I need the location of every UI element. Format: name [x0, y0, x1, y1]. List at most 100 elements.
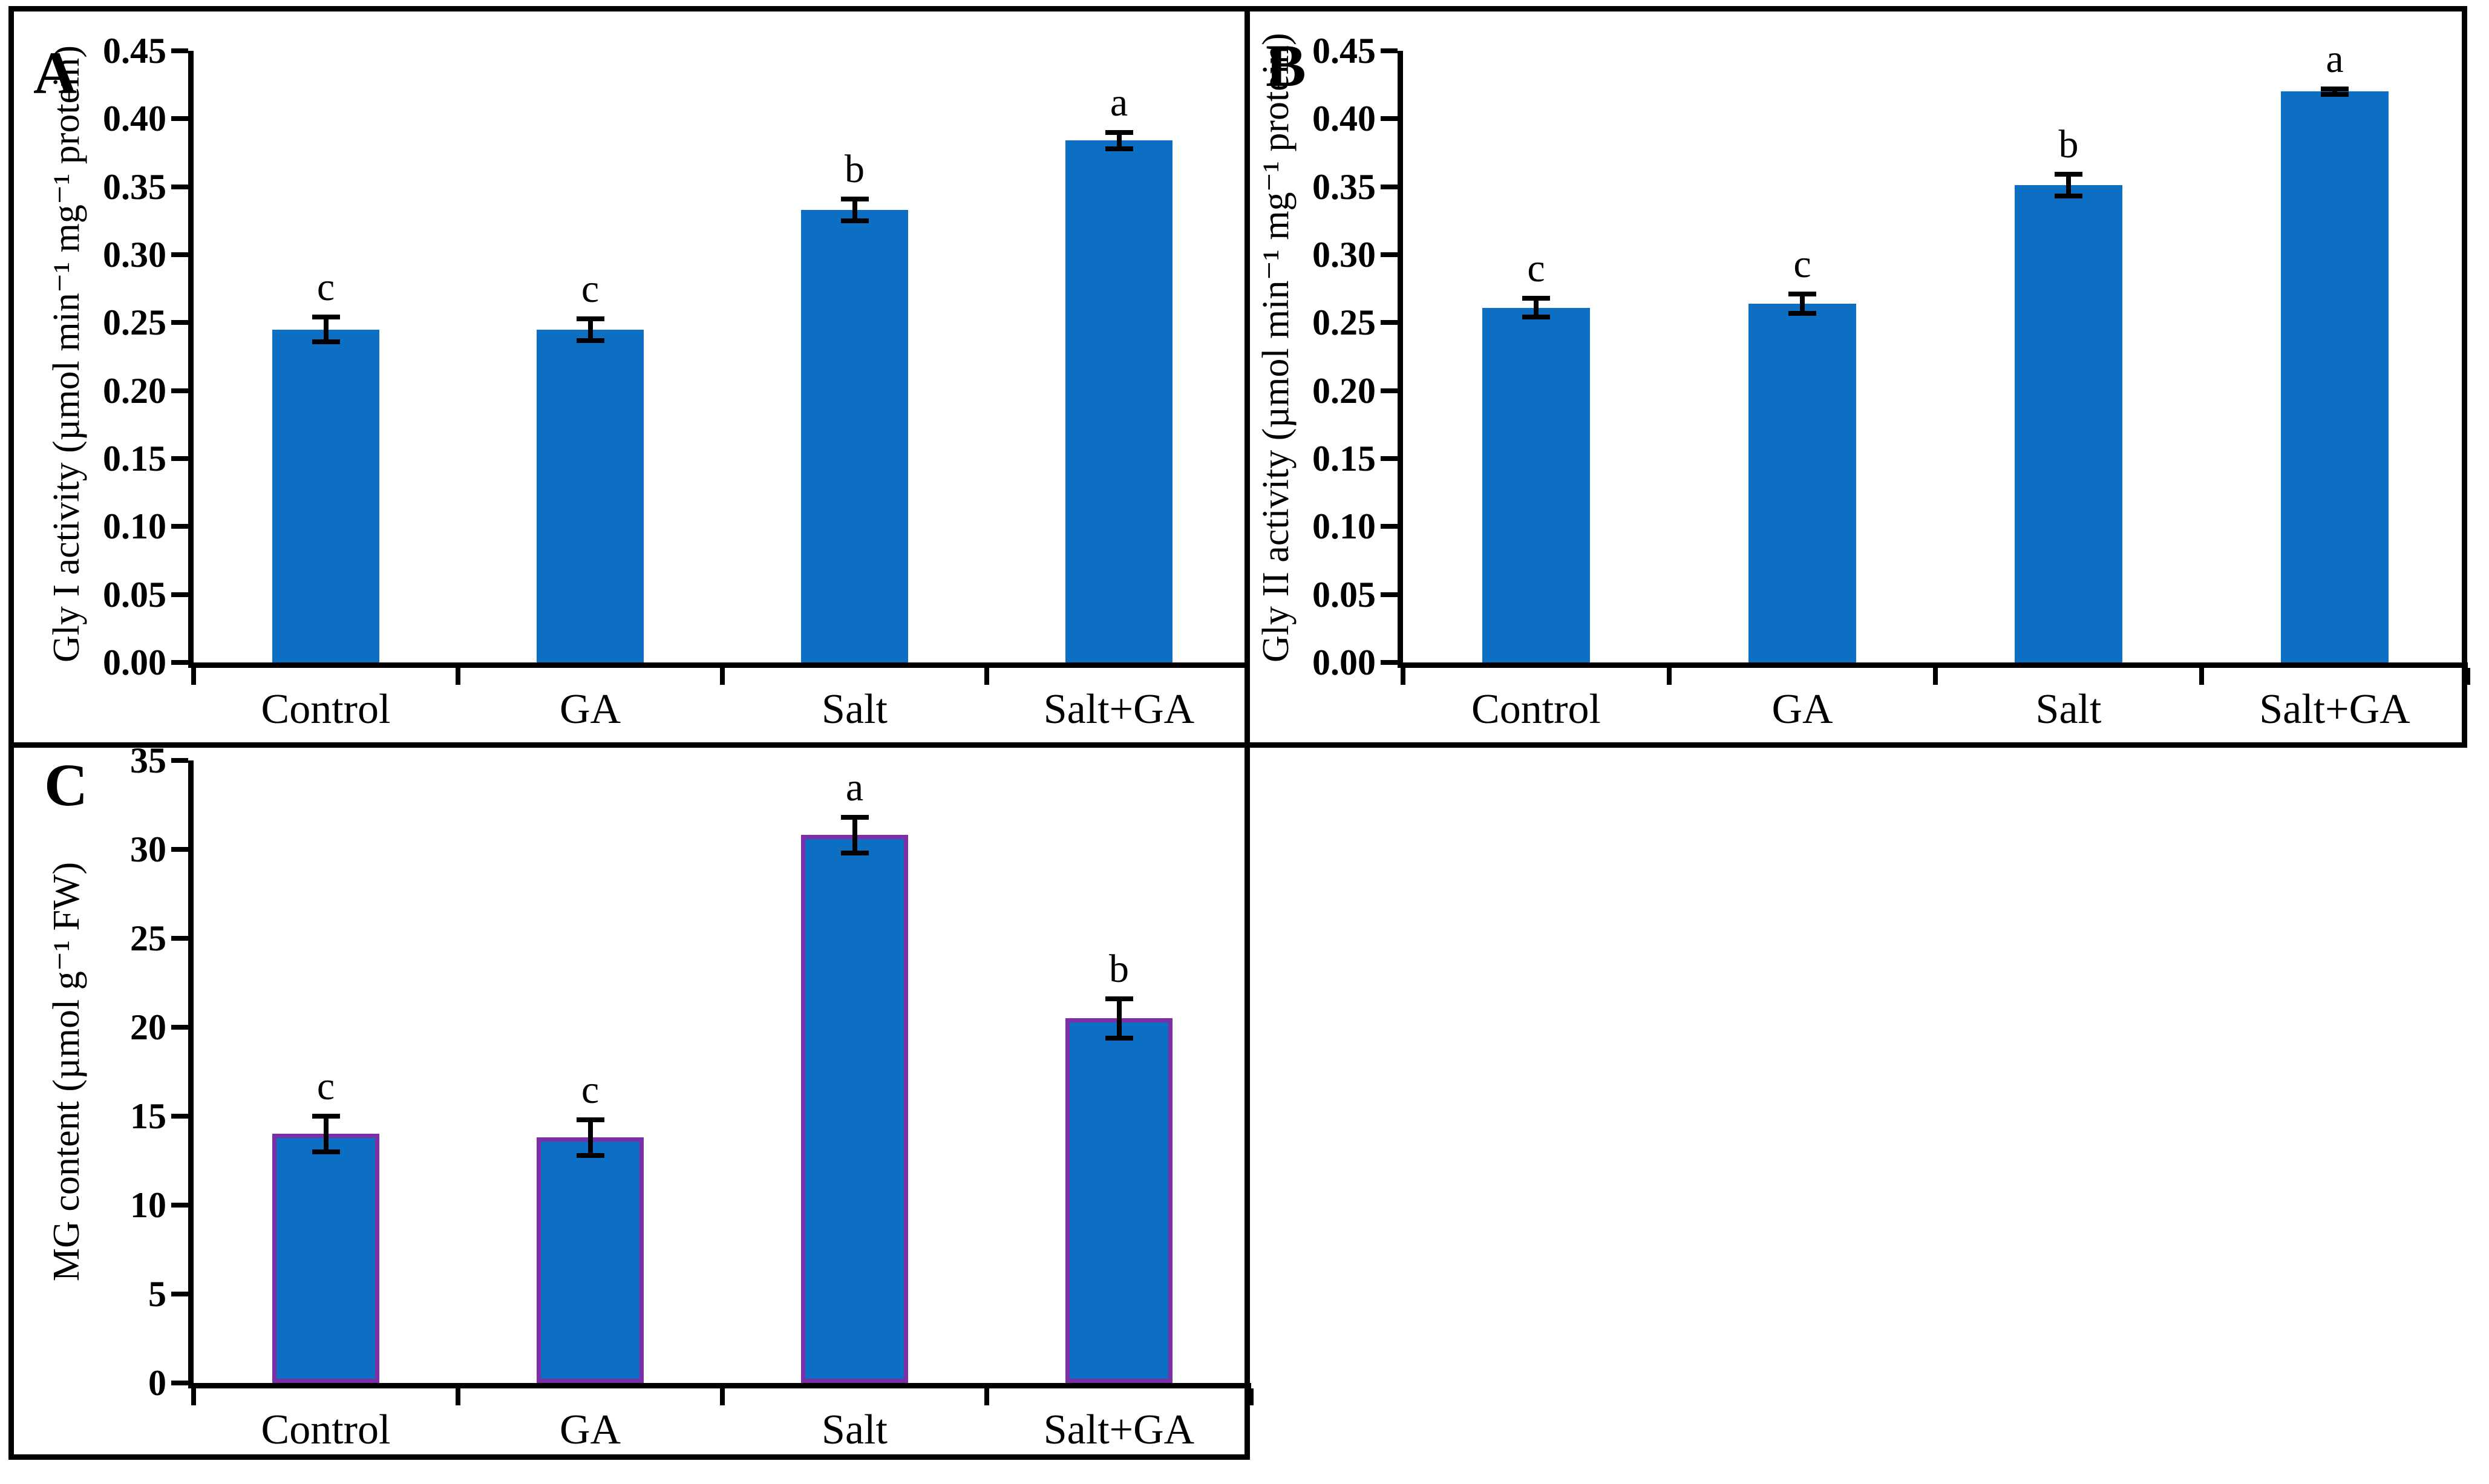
significance-letter: b: [845, 146, 865, 191]
y-axis-tick: [171, 456, 188, 461]
y-axis-tick: [1381, 388, 1398, 393]
x-axis-tick: [456, 1388, 460, 1405]
error-bar-cap-top: [1105, 129, 1133, 135]
y-axis-tick: [1381, 592, 1398, 597]
y-axis-tick: [171, 1292, 188, 1296]
significance-letter: c: [581, 266, 600, 311]
panel-B-letter: B: [1266, 32, 1306, 99]
y-tick-label: 0: [148, 1363, 166, 1403]
y-axis-tick: [171, 1203, 188, 1208]
y-axis-tick: [171, 758, 188, 763]
significance-letter: b: [1109, 946, 1129, 991]
x-axis-tick: [1401, 668, 1405, 685]
x-axis-tick: [456, 668, 460, 685]
y-axis-tick: [1381, 456, 1398, 461]
y-tick-label: 0.15: [103, 439, 166, 479]
significance-letter: c: [316, 1064, 335, 1108]
x-axis-tick: [191, 1388, 196, 1405]
error-bar: [1116, 132, 1122, 149]
y-tick-label: 30: [130, 829, 166, 869]
y-tick-label: 0.35: [1312, 166, 1376, 207]
y-tick-label: 35: [130, 740, 166, 780]
category-label: Salt+GA: [1043, 1407, 1195, 1453]
error-bar-cap-top: [1105, 996, 1133, 1001]
significance-letter: c: [1527, 246, 1545, 290]
y-tick-label: 15: [130, 1096, 166, 1136]
error-bar: [323, 1116, 329, 1152]
x-axis-tick: [2465, 668, 2470, 685]
y-axis-tick: [171, 936, 188, 941]
y-axis-tick: [1381, 184, 1398, 189]
bar-GA: [537, 329, 644, 662]
y-axis-title-B: Gly II activity (µmol min⁻¹ mg⁻¹ protein…: [1255, 33, 1297, 662]
error-bar-cap-top: [312, 315, 340, 320]
category-label: Salt+GA: [1043, 686, 1195, 733]
bar-GA: [1748, 303, 1857, 662]
x-axis-tick: [720, 1388, 725, 1405]
error-bar: [587, 1119, 593, 1155]
y-tick-label: 0.40: [103, 99, 166, 139]
category-label: Control: [261, 686, 391, 733]
bar-Control: [1482, 307, 1591, 662]
bar-Salt: [801, 835, 908, 1383]
x-axis-tick: [984, 1388, 989, 1405]
error-bar-cap-bottom: [576, 338, 604, 343]
panel-C-letter: C: [44, 751, 88, 819]
y-tick-label: 0.20: [1312, 370, 1376, 411]
error-bar-cap-bottom: [2321, 91, 2349, 97]
x-axis-tick: [984, 668, 989, 685]
category-label: Salt: [822, 686, 888, 733]
y-tick-label: 0.30: [1312, 235, 1376, 275]
error-bar-cap-bottom: [1105, 146, 1133, 151]
bar-Salt+GA: [1065, 1018, 1173, 1383]
significance-letter: a: [845, 765, 864, 810]
error-bar-cap-bottom: [1522, 315, 1550, 320]
x-axis-tick: [1933, 668, 1938, 685]
error-bar-cap-top: [1522, 295, 1550, 301]
category-label: Salt: [2035, 686, 2102, 733]
y-tick-label: 0.10: [103, 506, 166, 547]
y-tick-label: 0.15: [1312, 439, 1376, 479]
y-axis-tick: [171, 847, 188, 852]
category-label: Control: [1471, 686, 1601, 733]
x-axis-tick: [1667, 668, 1672, 685]
error-bar: [852, 817, 857, 853]
y-axis-tick: [1381, 48, 1398, 53]
category-label: GA: [559, 1407, 621, 1453]
category-label: Control: [261, 1407, 391, 1453]
y-axis-tick: [1381, 252, 1398, 257]
category-label: Salt+GA: [2259, 686, 2410, 733]
significance-letter: b: [2058, 122, 2079, 167]
y-axis-tick: [1381, 660, 1398, 665]
y-tick-label: 0.00: [1312, 642, 1376, 682]
y-tick-label: 0.45: [1312, 31, 1376, 71]
y-tick-label: 0.20: [103, 370, 166, 411]
error-bar: [2332, 88, 2337, 94]
error-bar-cap-top: [1788, 292, 1816, 297]
y-tick-label: 0.40: [1312, 99, 1376, 139]
y-tick-label: 0.25: [103, 302, 166, 343]
plot-area-B: Gly II activity (µmol min⁻¹ mg⁻¹ protein…: [1255, 31, 2470, 733]
y-axis-tick: [1381, 320, 1398, 325]
y-axis-tick: [171, 48, 188, 53]
error-bar-cap-top: [576, 1117, 604, 1122]
y-tick-label: 0.00: [103, 642, 166, 682]
x-axis-tick: [720, 668, 725, 685]
y-tick-label: 0.25: [1312, 302, 1376, 343]
error-bar-cap-top: [2321, 86, 2349, 91]
error-bar-cap-top: [840, 196, 869, 201]
y-tick-label: 0.05: [103, 574, 166, 615]
error-bar-cap-bottom: [312, 339, 340, 344]
y-axis-tick: [171, 524, 188, 529]
bar-Salt+GA: [1065, 140, 1173, 662]
x-axis-tick: [2199, 668, 2204, 685]
y-axis-tick: [171, 1025, 188, 1030]
y-axis-tick: [1381, 116, 1398, 122]
bar-Salt: [2014, 185, 2123, 662]
y-tick-label: 0.10: [1312, 506, 1376, 547]
plot-area-A: Gly I activity (µmol min⁻¹ mg⁻¹ protein)…: [46, 31, 1254, 733]
bar-Salt+GA: [2280, 91, 2389, 662]
y-tick-label: 5: [148, 1274, 166, 1314]
error-bar: [323, 317, 329, 342]
